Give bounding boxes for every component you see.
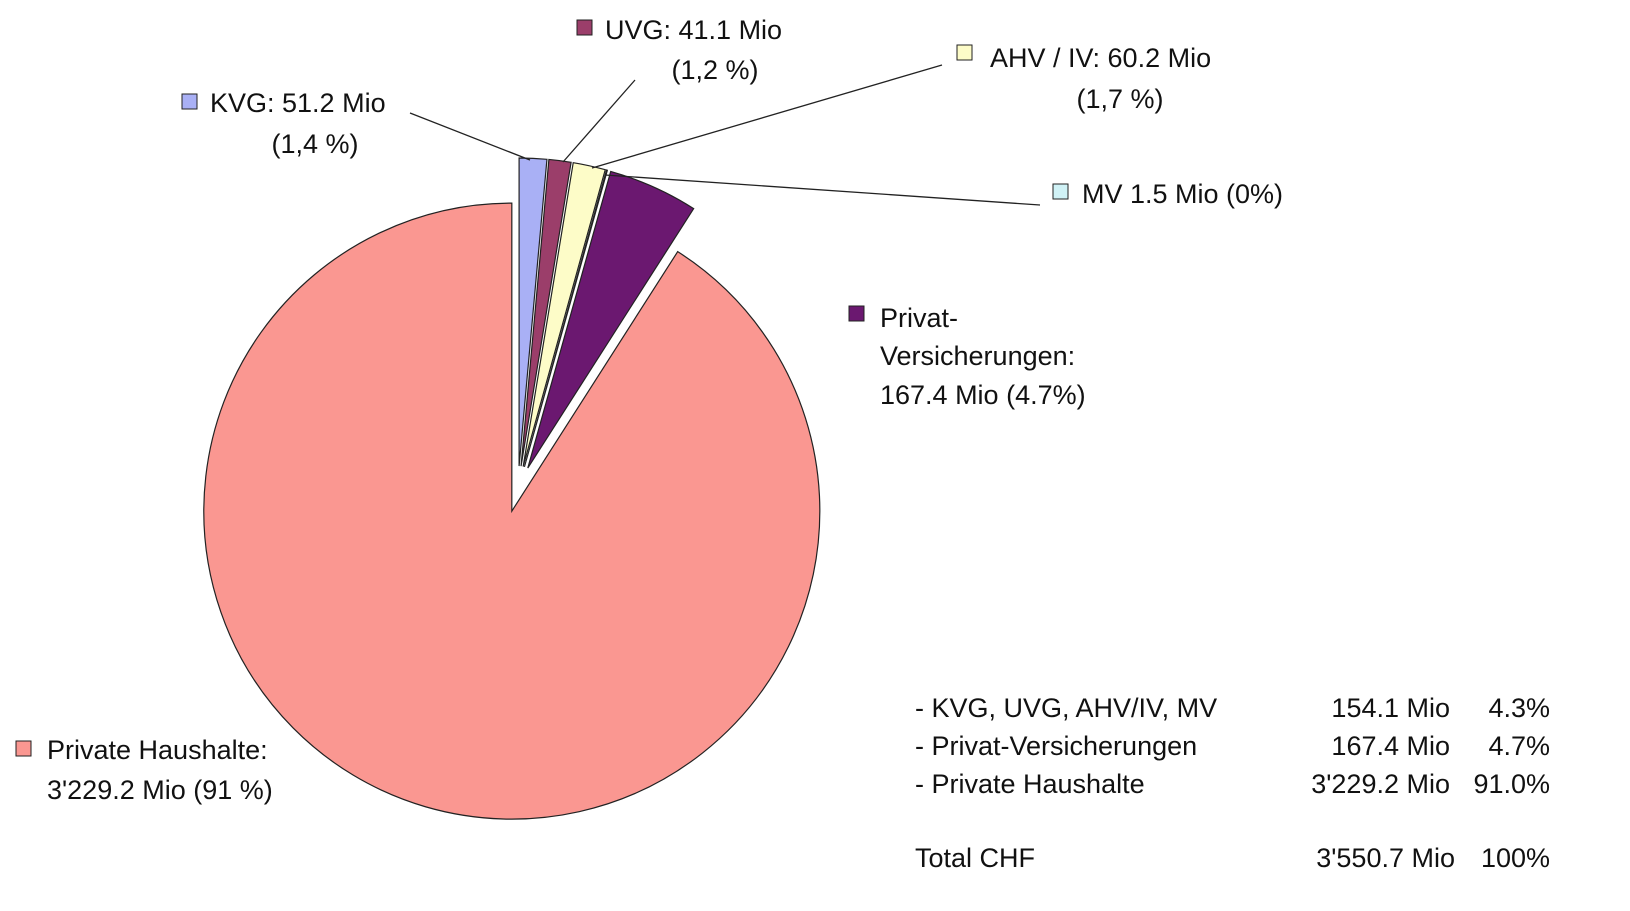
slice-label: KVG: 51.2 Mio xyxy=(210,88,386,118)
table-cell: 4.3% xyxy=(1488,693,1550,723)
pie-slice xyxy=(522,161,607,467)
legend-marker xyxy=(956,44,973,61)
labels: KVG: 51.2 Mio (1,4 %) UVG: 41.1 Mio (1,2 %)… xyxy=(15,15,1283,805)
legend-marker xyxy=(15,740,32,757)
table-cell: - Privat-Versicherungen xyxy=(915,731,1197,761)
slice-label: (1,4 %) xyxy=(271,129,358,159)
table-cell: 154.1 Mio xyxy=(1331,693,1450,723)
pie xyxy=(203,157,821,820)
leader-line xyxy=(604,174,1041,206)
slice-label: 167.4 Mio (4.7%) xyxy=(880,380,1086,410)
pie-slice xyxy=(520,158,572,467)
slice-label: UVG: 41.1 Mio xyxy=(605,15,782,45)
leader-line xyxy=(562,79,636,163)
slice-label: Versicherungen: xyxy=(880,341,1075,371)
slice-label: Privat- xyxy=(880,303,958,333)
legend-marker xyxy=(848,305,865,322)
table-cell: 167.4 Mio xyxy=(1331,731,1450,761)
table-cell: 4.7% xyxy=(1488,731,1550,761)
pie-slice xyxy=(203,202,821,820)
table-total: 3'550.7 Mio xyxy=(1316,843,1455,873)
slice-label: MV 1.5 Mio (0%) xyxy=(1082,179,1283,209)
slice-label: (1,2 %) xyxy=(671,55,758,85)
slice-label: AHV / IV: 60.2 Mio xyxy=(990,43,1211,73)
pie-slice xyxy=(523,169,609,468)
legend-marker xyxy=(1052,183,1069,200)
table-cell: 3'229.2 Mio xyxy=(1311,769,1450,799)
slice-label: 3'229.2 Mio (91 %) xyxy=(47,775,273,805)
slice-label: (1,7 %) xyxy=(1076,84,1163,114)
table-cell: - KVG, UVG, AHV/IV, MV xyxy=(915,693,1217,723)
table-total: 100% xyxy=(1481,843,1550,873)
pie-slice xyxy=(518,157,548,467)
table-cell: - Private Haushalte xyxy=(915,769,1145,799)
pie-slice xyxy=(527,170,695,469)
legend-marker xyxy=(181,93,198,110)
leader-line xyxy=(591,64,943,169)
table-cell: 91.0% xyxy=(1473,769,1550,799)
leader-line xyxy=(409,112,531,161)
table-total: Total CHF xyxy=(915,843,1035,873)
slice-label: Private Haushalte: xyxy=(47,735,268,765)
legend-marker xyxy=(576,19,593,36)
